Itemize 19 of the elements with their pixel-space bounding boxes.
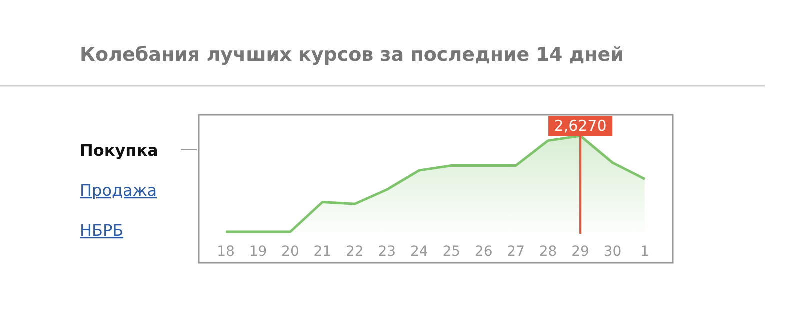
x-tick-label: 21 [314, 244, 332, 260]
x-tick-label: 25 [442, 244, 461, 260]
x-tick-label: 26 [474, 244, 493, 260]
x-tick-label: 24 [410, 244, 428, 260]
ref-line-label: 2,6270 [554, 117, 607, 135]
x-tick-label: 23 [378, 244, 396, 260]
x-tick-label: 30 [604, 244, 622, 260]
text: Покупка [80, 141, 158, 160]
x-tick-label: 27 [507, 244, 525, 260]
x-tick-label: 1 [640, 244, 650, 260]
x-tick-label: 20 [282, 244, 300, 260]
x-tick-label: 22 [346, 244, 364, 260]
chart-title: Колебания лучших курсов за последние 14 дней [80, 44, 624, 66]
x-tick-label: 18 [217, 244, 235, 260]
text: Продажа [80, 181, 158, 200]
x-tick-label: 28 [539, 244, 558, 260]
text: НБРБ [80, 221, 124, 240]
x-tick-label: 19 [249, 244, 268, 260]
x-tick-label: 29 [572, 244, 590, 260]
